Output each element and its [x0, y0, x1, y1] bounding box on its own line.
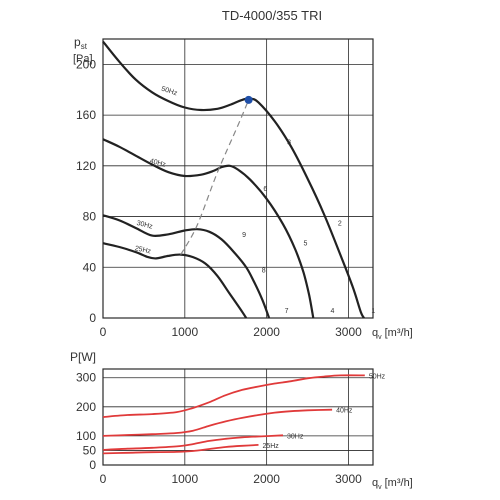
curve-point-number: 1	[371, 308, 375, 315]
power-y-tick-label: 100	[76, 429, 96, 443]
power-curve-40hz	[102, 408, 333, 437]
chart-title: TD-4000/355 TRI	[222, 8, 322, 23]
power-curve-30hz	[102, 434, 284, 451]
power-x-tick-label: 0	[100, 472, 107, 486]
pressure-curve-40hz	[102, 138, 315, 319]
power-grid	[102, 368, 374, 466]
power-curve-25hz	[102, 444, 259, 455]
system-curve-dashed	[180, 99, 250, 255]
pressure-series-label: 40Hz	[149, 158, 167, 169]
pressure-series-label: 50Hz	[160, 86, 178, 98]
pressure-y-tick-label: 200	[76, 57, 96, 71]
curve-point-number: 8	[262, 267, 266, 274]
pressure-chart: 0 40 80 120 160 200 0 1000 2000 3000 pst [Pa] qv…	[73, 35, 413, 341]
power-axis-label: P[W]	[70, 350, 96, 364]
power-y-tick-label: 200	[76, 400, 96, 414]
pressure-series-label: 30Hz	[136, 220, 154, 231]
pressure-curve-25hz	[102, 242, 248, 319]
curve-point-number: 7	[285, 308, 289, 315]
pressure-x-tick-label: 1000	[171, 325, 198, 339]
pressure-x-tick-label: 3000	[335, 325, 362, 339]
power-y-tick-label: 50	[83, 443, 97, 457]
power-x-tick-label: 3000	[335, 472, 362, 486]
curve-point-number: 4	[330, 308, 334, 315]
power-curve-50hz	[102, 374, 365, 418]
curve-point-number: 6	[263, 186, 267, 193]
power-series-label: 25Hz	[262, 443, 279, 450]
power-curve-labels: 50Hz 40Hz 30Hz 25Hz	[262, 373, 385, 450]
curve-point-number: 9	[242, 232, 246, 239]
curve-point-number: 2	[338, 220, 342, 227]
pressure-curve-30hz	[102, 214, 271, 319]
pressure-y-tick-label: 40	[83, 260, 97, 274]
power-y-tick-label: 300	[76, 371, 96, 385]
curve-point-number: 5	[303, 241, 307, 248]
pressure-y-ticks: 0 40 80 120 160 200	[76, 57, 96, 325]
pressure-axis-unit: [Pa]	[73, 53, 93, 65]
power-x-tick-label: 2000	[253, 472, 280, 486]
flow-axis-label-main: qv [m³/h]	[372, 327, 413, 341]
operating-point-marker	[244, 95, 253, 104]
pressure-y-tick-label: 0	[89, 311, 96, 325]
power-flow-axis-label: qv [m³/h]	[372, 477, 413, 491]
pressure-series-label: 25Hz	[134, 245, 152, 255]
pressure-curve-labels: 50Hz 40Hz 30Hz 25Hz 1 2 3 4 5 6 7 8 9	[134, 86, 375, 315]
pressure-axis-label: pst	[74, 35, 88, 51]
power-x-tick-label: 1000	[171, 472, 198, 486]
power-x-ticks: 0 1000 2000 3000	[100, 472, 362, 486]
power-series-label: 40Hz	[336, 408, 353, 415]
pressure-y-tick-label: 120	[76, 159, 96, 173]
pressure-curves	[102, 40, 366, 319]
pressure-x-tick-label: 0	[100, 325, 107, 339]
power-series-label: 30Hz	[287, 433, 304, 440]
pressure-x-ticks: 0 1000 2000 3000	[100, 325, 362, 339]
power-y-tick-label: 0	[89, 458, 96, 472]
pressure-grid	[102, 38, 374, 319]
pressure-x-tick-label: 2000	[253, 325, 280, 339]
pressure-y-tick-label: 160	[76, 108, 96, 122]
pressure-curve-50hz	[102, 40, 366, 319]
curve-point-number: 3	[287, 139, 291, 146]
pressure-y-tick-label: 80	[83, 210, 97, 224]
power-series-label: 50Hz	[369, 373, 386, 380]
power-curves	[102, 374, 365, 455]
pressure-frame	[102, 38, 374, 319]
